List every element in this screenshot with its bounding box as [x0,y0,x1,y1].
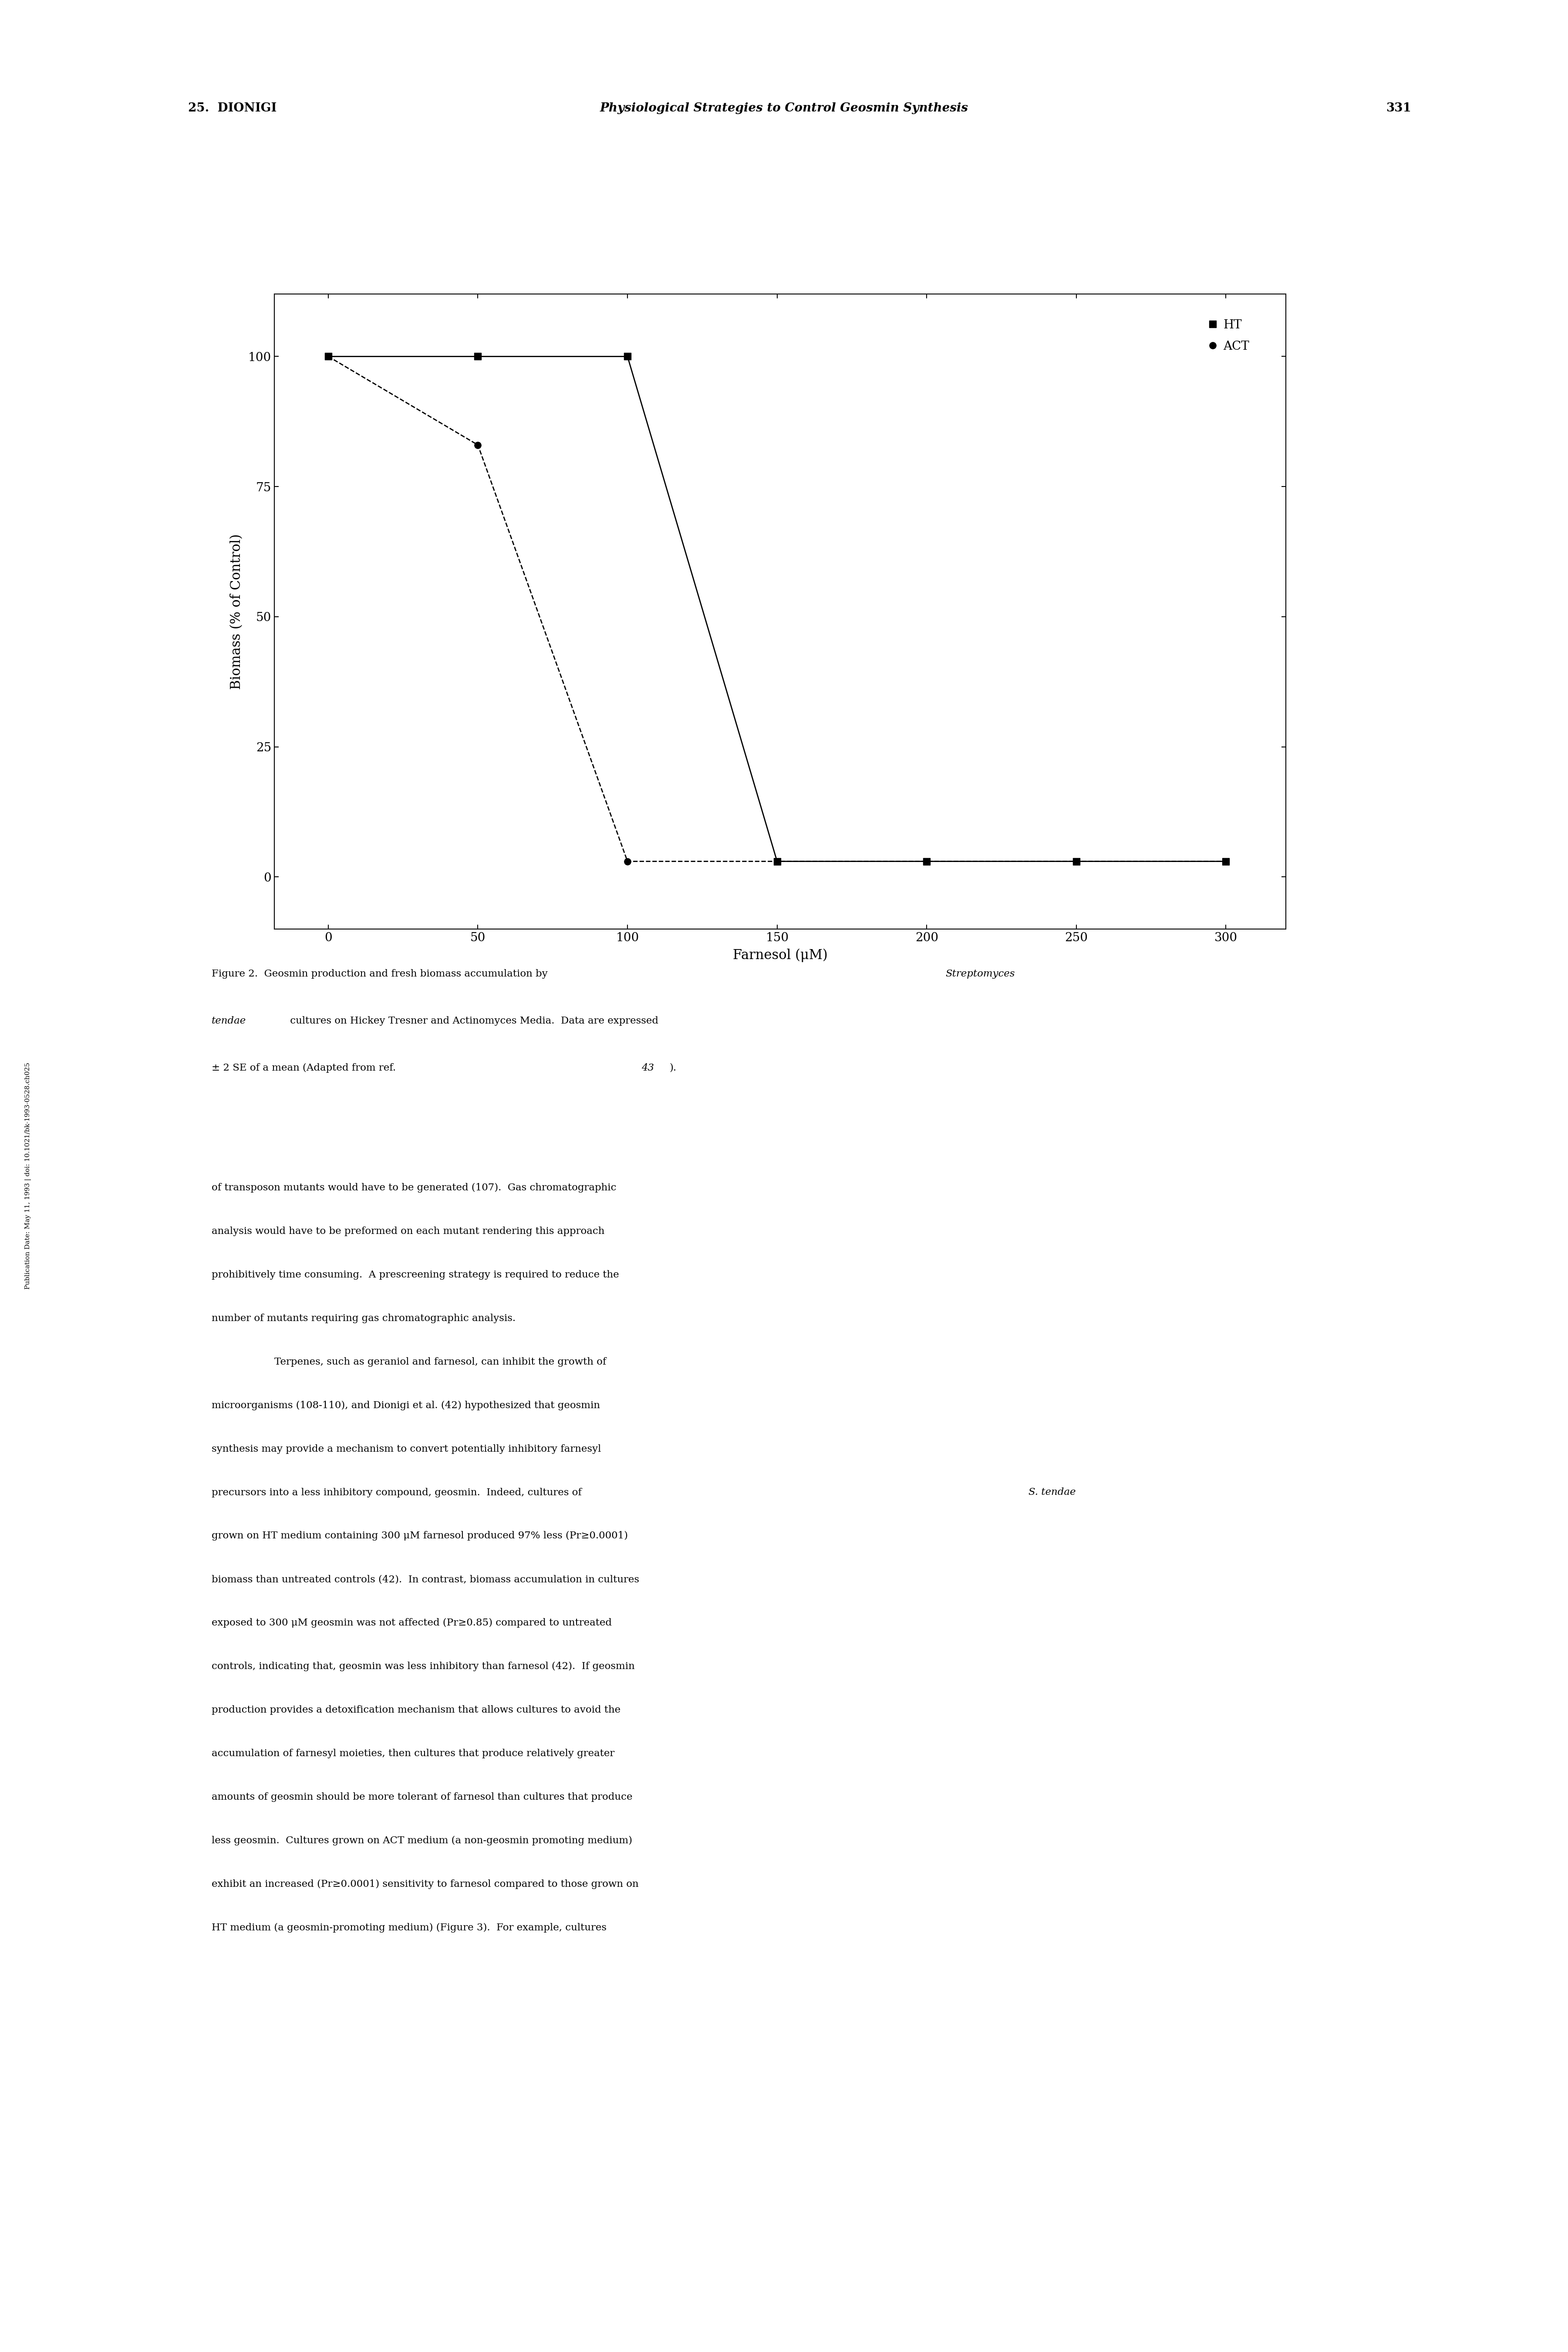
Text: exhibit an increased (Pr≥0.0001) sensitivity to farnesol compared to those grown: exhibit an increased (Pr≥0.0001) sensiti… [212,1879,638,1889]
Text: 331: 331 [1386,103,1411,115]
Text: 43: 43 [641,1063,654,1073]
Text: cultures on Hickey Tresner and Actinomyces Media.  Data are expressed: cultures on Hickey Tresner and Actinomyc… [287,1016,659,1025]
Text: tendae: tendae [212,1016,246,1025]
Text: biomass than untreated controls (42).  In contrast, biomass accumulation in cult: biomass than untreated controls (42). In… [212,1576,640,1585]
Text: of transposon mutants would have to be generated (107).  Gas chromatographic: of transposon mutants would have to be g… [212,1183,616,1192]
Text: ± 2 SE of a mean (Adapted from ref.: ± 2 SE of a mean (Adapted from ref. [212,1063,400,1073]
Text: microorganisms (108-110), and Dionigi et al. (42) hypothesized that geosmin: microorganisms (108-110), and Dionigi et… [212,1402,601,1411]
Text: less geosmin.  Cultures grown on ACT medium (a non-geosmin promoting medium): less geosmin. Cultures grown on ACT medi… [212,1835,632,1846]
Text: grown on HT medium containing 300 μM farnesol produced 97% less (Pr≥0.0001): grown on HT medium containing 300 μM far… [212,1531,627,1541]
Text: amounts of geosmin should be more tolerant of farnesol than cultures that produc: amounts of geosmin should be more tolera… [212,1792,632,1802]
Text: analysis would have to be preformed on each mutant rendering this approach: analysis would have to be preformed on e… [212,1228,605,1237]
Text: ).: ). [670,1063,676,1073]
X-axis label: Farnesol (μM): Farnesol (μM) [732,948,828,962]
Text: 25.  DIONIGI: 25. DIONIGI [188,103,276,115]
Text: Publication Date: May 11, 1993 | doi: 10.1021/bk-1993-0528.ch025: Publication Date: May 11, 1993 | doi: 10… [25,1063,31,1289]
Text: Terpenes, such as geraniol and farnesol, can inhibit the growth of: Terpenes, such as geraniol and farnesol,… [274,1357,607,1367]
Text: prohibitively time consuming.  A prescreening strategy is required to reduce the: prohibitively time consuming. A prescree… [212,1270,619,1279]
Text: number of mutants requiring gas chromatographic analysis.: number of mutants requiring gas chromato… [212,1312,516,1324]
Text: Physiological Strategies to Control Geosmin Synthesis: Physiological Strategies to Control Geos… [601,103,967,115]
Text: controls, indicating that, geosmin was less inhibitory than farnesol (42).  If g: controls, indicating that, geosmin was l… [212,1661,635,1672]
Text: HT medium (a geosmin-promoting medium) (Figure 3).  For example, cultures: HT medium (a geosmin-promoting medium) (… [212,1924,607,1933]
Text: production provides a detoxification mechanism that allows cultures to avoid the: production provides a detoxification mec… [212,1705,621,1715]
Text: synthesis may provide a mechanism to convert potentially inhibitory farnesyl: synthesis may provide a mechanism to con… [212,1444,601,1454]
Legend: HT, ACT: HT, ACT [1206,320,1250,353]
Y-axis label: Biomass (% of Control): Biomass (% of Control) [230,534,243,689]
Text: exposed to 300 μM geosmin was not affected (Pr≥0.85) compared to untreated: exposed to 300 μM geosmin was not affect… [212,1618,612,1628]
Text: Figure 2.  Geosmin production and fresh biomass accumulation by: Figure 2. Geosmin production and fresh b… [212,969,550,978]
Text: Streptomyces: Streptomyces [946,969,1014,978]
Text: precursors into a less inhibitory compound, geosmin.  Indeed, cultures of: precursors into a less inhibitory compou… [212,1489,585,1498]
Text: S. tendae: S. tendae [1029,1489,1076,1498]
Text: accumulation of farnesyl moieties, then cultures that produce relatively greater: accumulation of farnesyl moieties, then … [212,1750,615,1759]
